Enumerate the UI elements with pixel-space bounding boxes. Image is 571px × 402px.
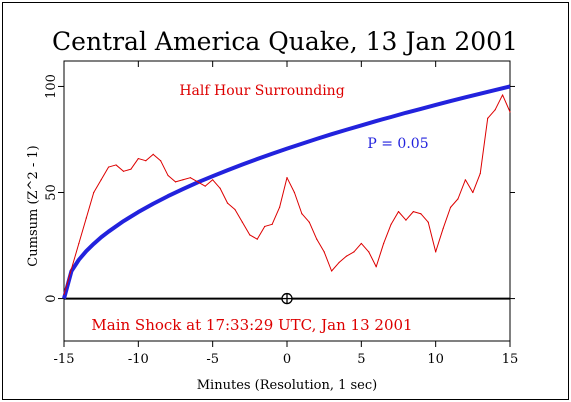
cumsum-point [323,251,325,253]
cumsum-point [286,177,288,179]
y-tick-label: 50 [44,184,59,201]
y-tick-label: 0 [44,294,59,302]
x-tick-label: 5 [357,352,365,367]
cumsum-point [464,179,466,181]
cumsum-point [479,172,481,175]
cumsum-point [197,181,199,183]
annotation-p-value: P = 0.05 [367,136,428,152]
cumsum-point [189,177,191,179]
cumsum-point [338,261,340,264]
cumsum-point [219,187,221,189]
annotation-main-shock: Main Shock at 17:33:29 UTC, Jan 13 2001 [91,316,412,334]
cumsum-point [271,223,273,225]
cumsum-point [174,181,177,183]
cumsum-point [383,242,385,245]
cumsum-point [115,164,117,166]
series-line-p005 [62,84,511,300]
cumsum-point [509,111,511,113]
cumsum-point [457,198,459,200]
cumsum-point [435,251,437,253]
cumsum-point [472,191,474,194]
cumsum-point [501,94,504,96]
cumsum-point [360,242,362,245]
cumsum-point [137,157,139,160]
cumsum-point [256,238,258,240]
cumsum-point [145,160,147,162]
cumsum-point [152,153,154,155]
cumsum-point [226,202,229,204]
x-tick-label: -5 [206,352,219,367]
event-marker [281,292,293,305]
cumsum-point [420,213,422,215]
cumsum-point [70,268,73,270]
cumsum-point [130,168,132,170]
cumsum-point [249,234,251,236]
cumsum-point [108,166,110,168]
cumsum-point [331,270,333,272]
cumsum-point [278,206,281,208]
cumsum-point [204,185,206,187]
cumsum-point [100,179,102,181]
x-tick-label: -10 [128,352,149,367]
cumsum-point [182,179,184,181]
cumsum-point [78,242,80,245]
cumsum-point [234,208,236,211]
cumsum-point [412,211,414,213]
cumsum-point [167,174,169,177]
cumsum-point [93,191,95,194]
cumsum-point [353,251,355,253]
cumsum-point [63,293,65,295]
cumsum-point [293,191,296,194]
x-tick-label: 0 [283,352,291,367]
cumsum-point [345,255,348,257]
cumsum-point [427,221,429,223]
cumsum-point [405,219,407,221]
cumsum-point [85,217,87,219]
x-axis-label: Minutes (Resolution, 1 sec) [197,378,377,393]
cumsum-point [316,238,318,240]
cumsum-point [375,266,377,268]
y-tick-label: 100 [44,74,59,99]
x-axis: -15 -10 -5 0 5 10 15 [54,61,519,367]
cumsum-point [442,227,444,230]
cumsum-point [449,206,452,208]
cumsum-point [241,221,243,223]
cumsum-point [390,223,392,225]
cumsum-point [160,160,162,162]
x-tick-label: 15 [502,352,519,367]
series-layer [62,84,511,300]
cumsum-point [397,211,400,213]
x-tick-label: -15 [54,352,75,367]
cumsum-point [212,179,214,181]
cumsum-point [122,170,125,172]
annotation-half-hour: Half Hour Surrounding [179,83,344,99]
cumsum-point [308,221,310,223]
x-tick-label: 10 [427,352,444,367]
cumsum-point [487,117,489,119]
y-axis-label: Cumsum (Z^2 - 1) [26,145,41,266]
cumsum-point [368,251,370,253]
y-axis: 0 50 100 [44,74,515,303]
cumsum-point [301,213,303,215]
chart-title: Central America Quake, 13 Jan 2001 [52,27,518,56]
cumsum-point [494,109,496,111]
cumsum-point [264,225,266,228]
